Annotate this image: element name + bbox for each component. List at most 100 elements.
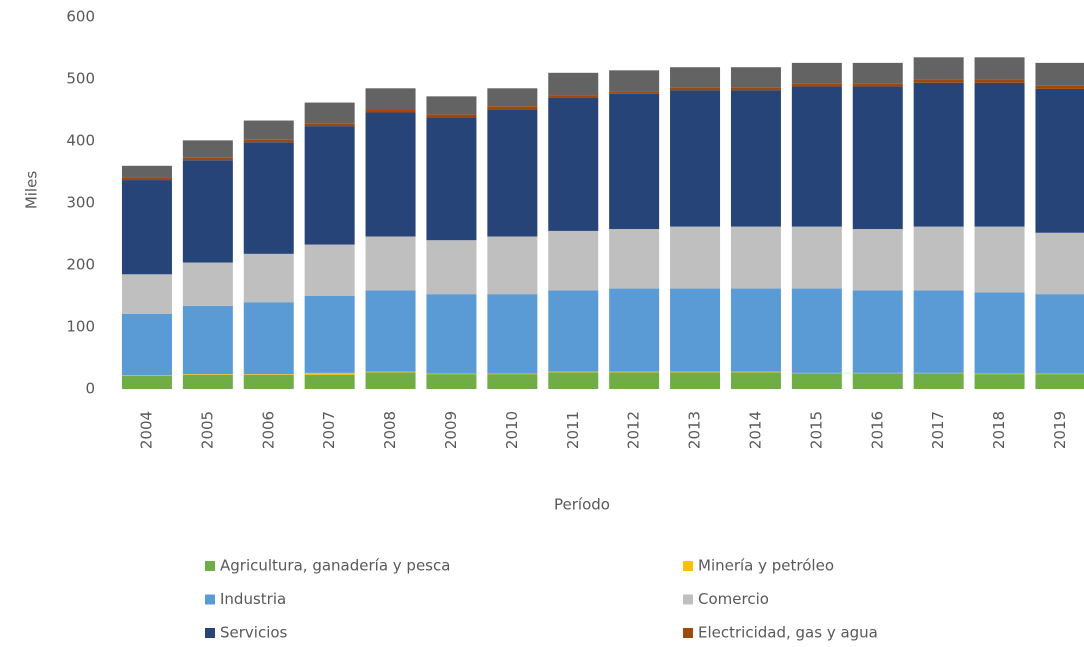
bar-segment: [365, 371, 416, 373]
bar-segment: [1035, 62, 1084, 86]
bar-segment: [487, 236, 538, 295]
bar-segment: [670, 87, 721, 91]
bar-segment: [852, 229, 903, 291]
x-tick-label: 2008: [381, 411, 399, 449]
bar-segment: [913, 290, 964, 373]
bar-segment: [243, 374, 294, 389]
y-tick-label: 400: [66, 132, 95, 150]
x-tick-label: 2016: [868, 411, 886, 449]
bar-segment: [609, 229, 660, 289]
bar-segment: [243, 253, 294, 303]
bar-segment: [1035, 294, 1084, 374]
bar-segment: [974, 373, 1025, 375]
y-tick-label: 0: [85, 380, 95, 398]
legend-swatch: [683, 594, 693, 605]
bar-segment: [487, 373, 538, 375]
bar-segment: [670, 90, 721, 227]
bar-segment: [791, 86, 842, 227]
bar-segment: [730, 226, 781, 289]
legend-label: Agricultura, ganadería y pesca: [220, 557, 450, 575]
bar-segment: [426, 373, 477, 375]
bar-segment: [1035, 88, 1084, 233]
bar-segment: [426, 96, 477, 115]
bar-segment: [121, 274, 172, 314]
bar-segment: [365, 290, 416, 372]
bar-segment: [487, 110, 538, 237]
bar-segment: [730, 67, 781, 88]
bar-segment: [365, 236, 416, 291]
bar-segment: [182, 262, 233, 306]
x-tick-label: 2019: [1051, 411, 1069, 449]
bar-segment: [487, 106, 538, 110]
bar-segment: [730, 371, 781, 373]
bar-segment: [243, 142, 294, 254]
bar-segment: [548, 372, 599, 389]
bar-segment: [121, 375, 172, 376]
bar-segment: [609, 91, 660, 94]
bar-segment: [121, 375, 172, 389]
y-tick-label: 200: [66, 256, 95, 274]
bar-segment: [426, 114, 477, 118]
bar-segment: [913, 57, 964, 80]
bar-segment: [791, 62, 842, 84]
bar-segment: [121, 165, 172, 178]
bar-segment: [913, 79, 964, 83]
legend-swatch: [205, 561, 215, 571]
bar-segment: [182, 157, 233, 161]
bar-segment: [426, 117, 477, 241]
bar-segment: [730, 288, 781, 372]
legend-label: Comercio: [698, 590, 769, 608]
bar-segment: [1035, 232, 1084, 295]
bar-segment: [365, 112, 416, 237]
legend-swatch: [205, 628, 215, 638]
bar-segment: [182, 140, 233, 158]
bar-segment: [670, 67, 721, 88]
bar-segment: [182, 305, 233, 375]
y-tick-label: 300: [66, 194, 95, 212]
bar-segment: [365, 110, 416, 113]
x-tick-label: 2005: [198, 411, 216, 449]
bar-segment: [426, 294, 477, 374]
y-tick-label: 100: [66, 318, 95, 336]
bar-segment: [243, 139, 294, 143]
bar-segment: [182, 374, 233, 375]
bar-segment: [730, 87, 781, 91]
bar-segment: [365, 372, 416, 389]
bar-segment: [852, 290, 903, 373]
x-tick-label: 2014: [746, 411, 764, 449]
legend-swatch: [683, 561, 693, 571]
x-tick-label: 2010: [503, 411, 521, 449]
bar-segment: [852, 83, 903, 87]
x-tick-label: 2007: [320, 411, 338, 449]
bar-segment: [548, 72, 599, 96]
bar-segment: [548, 290, 599, 372]
bar-segment: [913, 372, 964, 374]
bar-segment: [304, 374, 355, 389]
bar-segment: [670, 226, 721, 289]
bar-segment: [791, 226, 842, 289]
x-tick-label: 2018: [990, 411, 1008, 449]
bar-segment: [974, 374, 1025, 389]
bar-segment: [487, 294, 538, 374]
bar-segment: [426, 374, 477, 389]
bar-segment: [487, 88, 538, 107]
bar-segment: [121, 177, 172, 181]
bar-segment: [182, 374, 233, 389]
y-tick-label: 500: [66, 70, 95, 88]
bar-segment: [913, 373, 964, 389]
bar-segment: [121, 313, 172, 376]
bar-segment: [852, 86, 903, 230]
bar-segment: [243, 120, 294, 140]
legend-swatch: [205, 594, 215, 605]
bar-segment: [1035, 373, 1084, 375]
bar-segment: [609, 372, 660, 389]
x-axis-title: Período: [554, 496, 610, 514]
legend-label: Minería y petróleo: [698, 557, 834, 575]
bar-segment: [548, 95, 599, 98]
bar-segment: [243, 374, 294, 375]
bar-segment: [791, 373, 842, 389]
bar-segment: [974, 82, 1025, 227]
bar-segment: [304, 102, 355, 124]
bar-segment: [913, 82, 964, 227]
